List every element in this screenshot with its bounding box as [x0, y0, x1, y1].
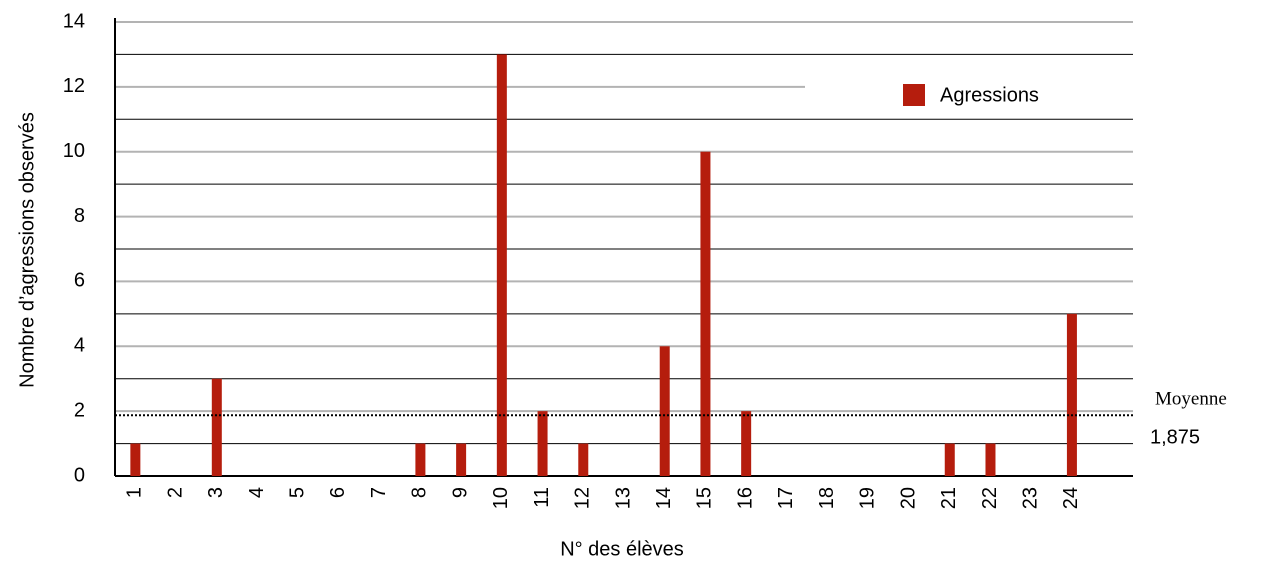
- x-tick-label: 2: [164, 487, 186, 498]
- x-tick-label: 12: [572, 487, 594, 509]
- y-tick-label: 14: [63, 10, 85, 32]
- x-tick-label: 19: [857, 487, 879, 509]
- y-tick-label: 10: [63, 140, 85, 162]
- x-tick-label: 21: [938, 487, 960, 509]
- x-tick-label: 16: [734, 487, 756, 509]
- x-tick-label: 8: [409, 487, 431, 498]
- mean-label: 1,875: [1150, 426, 1200, 448]
- y-tick-label: 6: [74, 270, 85, 292]
- x-tick-label: 9: [449, 487, 471, 498]
- bar: [1066, 313, 1077, 476]
- x-tick-label: 7: [368, 487, 390, 498]
- x-tick-label: 6: [327, 487, 349, 498]
- x-tick-label: 24: [1060, 487, 1082, 509]
- legend-swatch: [903, 84, 925, 106]
- x-tick-label: 13: [612, 487, 634, 509]
- y-tick-label: 12: [63, 75, 85, 97]
- legend-background: [805, 74, 1133, 101]
- x-tick-label: 23: [1019, 487, 1041, 509]
- x-tick-label: 22: [979, 487, 1001, 509]
- bar: [415, 443, 426, 476]
- bar: [741, 411, 752, 476]
- bar: [537, 411, 548, 476]
- x-tick-label: 14: [653, 487, 675, 509]
- legend-label: Agressions: [940, 84, 1039, 106]
- x-tick-label: 15: [694, 487, 716, 509]
- bar: [985, 443, 996, 476]
- x-axis-label: N° des élèves: [560, 538, 684, 560]
- x-tick-label: 4: [246, 487, 268, 498]
- x-tick-label: 5: [287, 487, 309, 498]
- bar: [456, 443, 467, 476]
- bar: [496, 54, 507, 477]
- y-tick-label: 0: [74, 464, 85, 486]
- x-tick-label: 1: [124, 487, 146, 498]
- bar: [700, 151, 711, 476]
- y-tick-label: 4: [74, 335, 85, 357]
- x-tick-label: 10: [490, 487, 512, 509]
- bar: [211, 378, 222, 476]
- x-tick-label: 3: [205, 487, 227, 498]
- bar: [130, 443, 141, 476]
- x-tick-label: 18: [816, 487, 838, 509]
- x-tick-label: 20: [897, 487, 919, 509]
- bar: [659, 346, 670, 476]
- x-tick-label: 17: [775, 487, 797, 509]
- x-tick-label: 11: [531, 487, 553, 508]
- bar: [944, 443, 955, 476]
- bar: [578, 443, 589, 476]
- mean-name: Moyenne: [1155, 388, 1227, 409]
- y-tick-label: 8: [74, 205, 85, 227]
- y-tick-label: 2: [74, 399, 85, 421]
- y-axis-label: Nombre d’agressions observés: [16, 112, 38, 388]
